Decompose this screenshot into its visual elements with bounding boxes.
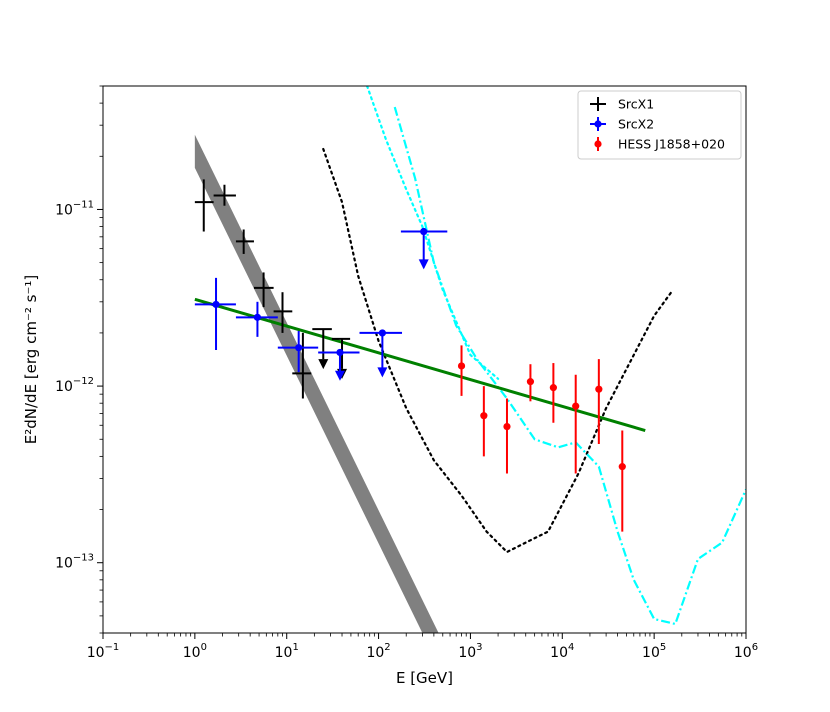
point-marker bbox=[295, 344, 303, 352]
point-marker bbox=[336, 348, 344, 357]
data-point bbox=[312, 328, 332, 370]
legend: SrcX1 SrcX2 HESS J1858+020 bbox=[577, 90, 742, 160]
data-point bbox=[572, 374, 580, 474]
point-marker bbox=[378, 329, 386, 337]
data-point bbox=[273, 292, 293, 333]
upper-limit-arrow bbox=[334, 370, 345, 381]
axes-frame bbox=[102, 85, 747, 634]
legend-marker-dot bbox=[594, 140, 602, 148]
legend-entry: SrcX2 bbox=[590, 117, 654, 132]
point-marker bbox=[572, 402, 580, 410]
point-marker bbox=[549, 384, 557, 392]
x-tick-label: 102 bbox=[366, 642, 390, 661]
sensitivity-curve-1 bbox=[322, 147, 674, 554]
legend-label: SrcX2 bbox=[618, 117, 654, 132]
data-point bbox=[213, 184, 236, 206]
point-marker bbox=[457, 362, 466, 370]
legend-marker-dot bbox=[594, 120, 602, 128]
data-point bbox=[595, 359, 603, 445]
data-point bbox=[194, 277, 236, 351]
data-point bbox=[503, 398, 511, 474]
data-point bbox=[253, 272, 274, 308]
data-point bbox=[457, 345, 466, 396]
point-marker bbox=[526, 378, 535, 386]
data-point bbox=[194, 179, 214, 232]
sensitivity-curve-3 bbox=[393, 106, 746, 626]
axis-ticks: 10−1 100 101 102 103 104 105 106 10−13 10−12 10−11 bbox=[55, 85, 758, 661]
y-tick-label: 10−12 bbox=[55, 376, 94, 395]
legend-label: SrcX1 bbox=[618, 97, 654, 112]
sensitivity-curve-2 bbox=[365, 86, 500, 380]
series-1 bbox=[194, 179, 351, 399]
data-point bbox=[480, 386, 488, 457]
data-point bbox=[549, 363, 557, 423]
x-tick-label: 10−1 bbox=[87, 642, 120, 661]
legend-label: HESS J1858+020 bbox=[618, 137, 725, 152]
upper-limit-arrow-head bbox=[318, 359, 329, 370]
data-point bbox=[359, 329, 403, 378]
legend-box bbox=[577, 90, 742, 160]
x-tick-label: 104 bbox=[550, 642, 574, 661]
point-marker bbox=[618, 463, 626, 471]
legend-entry: SrcX1 bbox=[590, 97, 654, 112]
point-marker bbox=[503, 422, 511, 431]
model-band bbox=[194, 134, 439, 633]
data-point bbox=[235, 229, 254, 254]
data-point bbox=[277, 331, 319, 373]
series-3 bbox=[457, 345, 626, 532]
legend-entry: HESS J1858+020 bbox=[594, 137, 725, 152]
plot-area bbox=[194, 86, 746, 633]
upper-limit-arrow bbox=[418, 259, 429, 270]
upper-limit-arrow bbox=[377, 367, 388, 378]
point-marker bbox=[420, 227, 428, 236]
point-marker bbox=[253, 313, 262, 321]
y-tick-label: 10−11 bbox=[55, 199, 94, 218]
y-tick-label: 10−13 bbox=[55, 553, 94, 572]
point-marker bbox=[595, 385, 603, 393]
data-point bbox=[618, 430, 626, 532]
x-tick-label: 100 bbox=[183, 642, 207, 661]
data-point bbox=[292, 332, 312, 399]
x-tick-label: 106 bbox=[734, 642, 758, 661]
x-tick-label: 103 bbox=[458, 642, 482, 661]
point-marker bbox=[480, 412, 488, 420]
data-point bbox=[235, 301, 278, 337]
y-axis-label: E²dN/dE [erg cm⁻² s⁻¹] bbox=[22, 275, 40, 444]
series-2 bbox=[194, 227, 448, 381]
x-tick-label: 105 bbox=[642, 642, 666, 661]
x-tick-label: 101 bbox=[275, 642, 299, 661]
data-point bbox=[526, 364, 535, 402]
data-point bbox=[400, 227, 448, 270]
data-point bbox=[318, 348, 360, 381]
fit-line bbox=[194, 297, 646, 433]
point-marker bbox=[212, 300, 220, 309]
x-axis-label: E [GeV] bbox=[396, 669, 453, 687]
